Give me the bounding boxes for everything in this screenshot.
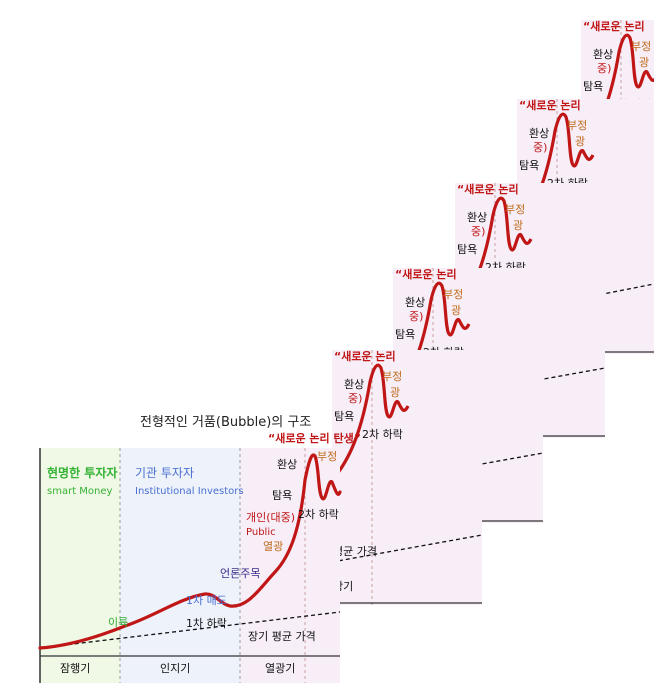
zoom-label-frenzy: 광	[390, 386, 400, 399]
price-curve	[38, 453, 342, 650]
label-first-drop: 1차 하락	[186, 616, 227, 630]
zoom-panel-curve	[581, 33, 654, 152]
phase-bg-smart	[40, 448, 120, 683]
zoom-label-delusion: 환상	[529, 127, 549, 140]
zoom-label-greed: 탐욕	[583, 80, 603, 93]
label-long-avg-price: 장기 평균 가격	[248, 630, 316, 643]
label-profit: 이륙	[108, 616, 128, 629]
zoom-label-jung: 중)	[597, 62, 611, 75]
phase-sub-smart: smart Money	[47, 486, 113, 497]
stage-label-public: 열광기	[265, 662, 295, 675]
zoom-panel-curve	[332, 363, 410, 482]
zoom-label-denial: 부정	[567, 119, 587, 132]
zoom-label-new-paradigm: “새로운 논리	[519, 98, 581, 112]
zoom-label-avg-price: 평균 가격	[333, 545, 377, 558]
label-public: 개인(대중)	[246, 511, 295, 524]
zoom-label-delusion: 환상	[467, 211, 487, 224]
label-new-paradigm: “새로운 논리 탄생”	[268, 431, 361, 445]
zoom-label-delusion: 환상	[405, 296, 425, 309]
zoom-label-second-drop: 2차 하락	[362, 427, 403, 441]
zoom-label-denial: 부정	[443, 288, 463, 301]
zoom-label-jung: 중)	[409, 310, 423, 323]
zoom-panel-trendline	[455, 367, 605, 396]
phase-label-smart: 현명한 투자자	[47, 465, 117, 480]
zoom-label-new-paradigm: “새로운 논리	[395, 267, 457, 281]
zoom-panel-trendline	[332, 534, 482, 563]
zoom-label-denial: 부정	[382, 370, 402, 383]
diagram-title: 전형적인 거품(Bubble)의 구조	[140, 415, 311, 430]
zoom-panel-curve	[393, 281, 471, 400]
zoom-label-denial: 부정	[631, 40, 651, 53]
label-denial: 부정	[317, 450, 337, 463]
zoom-label-new-paradigm: “새로운 논리	[457, 182, 519, 196]
zoom-label-greed: 탐욕	[334, 410, 354, 423]
label-frenzy: 열광	[263, 540, 283, 553]
phase-label-institutional: 기관 투자자	[135, 466, 194, 480]
zoom-panel-curve	[517, 112, 595, 231]
zoom-label-frenzy: 광	[639, 56, 649, 69]
zoom-label-jung: 중)	[471, 225, 485, 238]
zoom-label-frenzy: 광	[513, 219, 523, 232]
phase-sub-institutional: Institutional Investors	[135, 486, 244, 497]
stage-label-institutional: 인지기	[160, 662, 190, 675]
phase-bg-public	[240, 448, 340, 683]
label-media: 언론주목	[220, 567, 260, 580]
zoom-label-jung: 중)	[533, 141, 547, 154]
zoom-label-greed: 탐욕	[457, 243, 477, 256]
zoom-label-new-paradigm: “새로운 논리	[334, 349, 396, 363]
zoom-label-frenzy: 광	[451, 304, 461, 317]
label-greed: 탐욕	[272, 489, 292, 502]
zoom-panel-trendline	[393, 452, 543, 481]
zoom-label-jung: 중)	[348, 392, 362, 405]
label-delusion: 환상	[277, 458, 297, 471]
avg-price-trendline	[39, 611, 341, 649]
zoom-label-greed: 탐욕	[395, 328, 415, 341]
zoom-label-delusion: 환상	[344, 378, 364, 391]
zoom-label-frenzy: 광	[575, 135, 585, 148]
label-first-sell: 1차 매도	[186, 594, 227, 607]
stage-label-smart: 잠행기	[60, 662, 90, 675]
main-chart: 전형적인 거품(Bubble)의 구조 현명한 투자자 smart Money …	[38, 415, 361, 683]
zoom-panel-bg	[332, 350, 482, 605]
zoom-label-greed: 탐욕	[519, 159, 539, 172]
zoom-panel-curve	[455, 196, 533, 315]
phase-bg-institutional	[120, 448, 240, 683]
zoom-label-denial: 부정	[505, 203, 525, 216]
label-second-drop: 2차 하락	[298, 507, 339, 521]
zoom-label-delusion: 환상	[593, 48, 613, 61]
zoom-label-new-paradigm: “새로운 논리	[583, 19, 645, 33]
label-public-sub: Public	[246, 527, 276, 538]
